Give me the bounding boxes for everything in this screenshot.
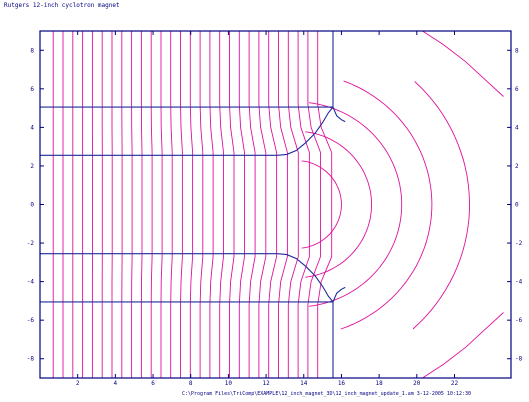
field-lines-group: [52, 30, 504, 379]
gap-field-arc: [305, 131, 373, 278]
y-tick-label-left: 4: [30, 124, 34, 131]
y-tick-label-left: 8: [30, 47, 34, 54]
gap-field-arc: [412, 81, 470, 330]
field-line: [150, 31, 153, 378]
magnet-boundaries-group: [40, 31, 346, 378]
field-line: [140, 31, 143, 378]
field-line: [189, 31, 194, 378]
file-path-footer: C:\Program Files\TriComp\EXAMPLE\12_inch…: [182, 391, 471, 397]
gap-upper-boundary: [332, 31, 346, 123]
plot-frame: [39, 30, 512, 379]
field-line: [248, 31, 256, 378]
y-tick-label-right: 6: [515, 86, 519, 93]
gap-field-arc: [340, 80, 433, 330]
field-line: [180, 31, 183, 378]
x-tick-label: 12: [262, 380, 270, 387]
y-tick-label-right: -8: [515, 356, 523, 363]
x-tick-label: 2: [76, 380, 80, 387]
field-line: [219, 31, 224, 378]
y-tick-label-right: 2: [515, 163, 519, 170]
gap-field-arc: [308, 102, 403, 307]
x-tick-label: 8: [189, 380, 193, 387]
y-tick-label-left: 2: [30, 163, 34, 170]
y-tick-label-left: 6: [30, 86, 34, 93]
x-tick-label: 20: [413, 380, 421, 387]
x-tick-label: 6: [151, 380, 155, 387]
gap-field-arc: [301, 160, 342, 249]
y-tick-label-left: -4: [27, 279, 35, 286]
x-tick-label: 14: [300, 380, 308, 387]
field-line: [268, 31, 278, 378]
y-tick-label-right: -2: [515, 240, 523, 247]
x-tick-label: 4: [114, 380, 118, 387]
gap-lower-boundary: [332, 286, 346, 378]
axis-ticks-group: 2 4 6 8 10 12 14 16 18 20 2286420-2-4-6-886420-2-4…: [27, 31, 523, 387]
pole-lower-face: [40, 253, 334, 303]
y-tick-label-right: 4: [515, 124, 519, 131]
y-tick-label-right: -4: [515, 279, 523, 286]
y-tick-label-left: -8: [27, 356, 35, 363]
y-tick-label-right: 8: [515, 47, 519, 54]
field-line: [307, 31, 321, 378]
x-tick-label: 10: [225, 380, 233, 387]
x-tick-label: 16: [338, 380, 346, 387]
y-tick-label-right: -6: [515, 317, 523, 324]
field-line: [160, 31, 163, 378]
field-line: [131, 31, 133, 378]
field-line: [209, 31, 214, 378]
field-line: [258, 31, 267, 378]
field-line: [297, 31, 310, 378]
field-line: [238, 31, 245, 378]
y-tick-label-left: -2: [27, 240, 35, 247]
outer-field-arc-top: [422, 30, 504, 97]
x-tick-label: 18: [376, 380, 384, 387]
plot-title: Rutgers 12-inch cyclotron magnet: [4, 2, 120, 9]
x-tick-label: 22: [451, 380, 459, 387]
field-line: [317, 31, 333, 378]
outer-field-arc-bottom: [422, 312, 504, 379]
pole-upper-face: [40, 106, 334, 156]
y-tick-label-left: 0: [30, 202, 34, 209]
field-line: [170, 31, 173, 378]
field-line: [229, 31, 235, 378]
y-tick-label-left: -6: [27, 317, 35, 324]
field-line: [199, 31, 204, 378]
field-line: [287, 31, 299, 378]
y-tick-label-right: 0: [515, 202, 519, 209]
field-line: [278, 31, 288, 378]
